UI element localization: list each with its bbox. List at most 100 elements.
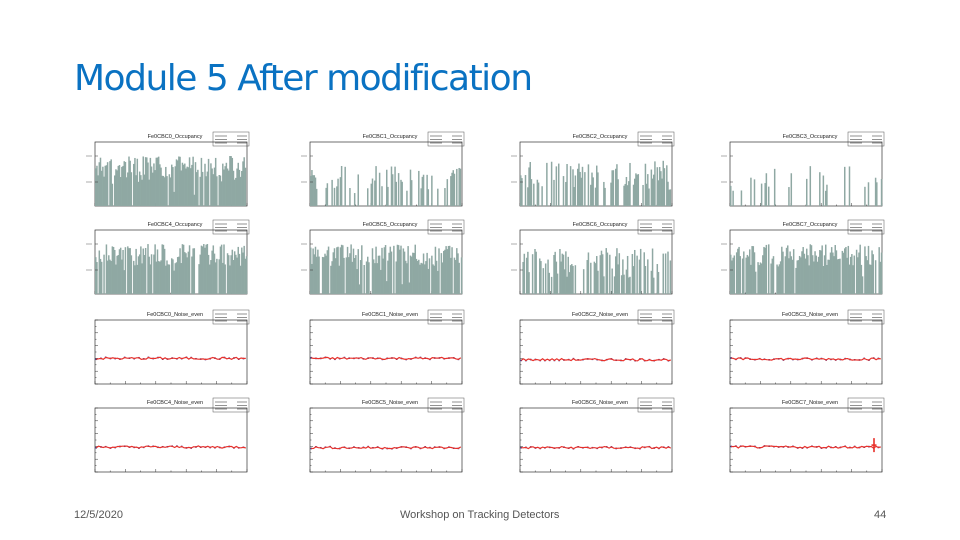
occupancy-bin [591,172,593,206]
occupancy-bin [245,256,248,294]
occupancy-bin [371,248,374,294]
occupancy-bin [190,168,192,206]
plot-frame [729,319,883,385]
occupancy-bin [232,170,235,206]
occupancy-bin [405,260,407,294]
occupancy-bin [197,169,199,206]
occupancy-bin [796,260,798,294]
occupancy-bin [458,167,460,206]
occupancy-bin [99,258,102,294]
occupancy-bin [804,258,807,294]
occupancy-bin [191,256,193,294]
occupancy-bin [172,167,174,206]
occupancy-bin [441,262,444,294]
occupancy-bin [157,156,160,206]
occupancy-bin [639,248,642,294]
stats-box [637,397,675,413]
occupancy-bin [871,250,873,294]
occupancy-bin [333,248,336,294]
occupancy-bin [393,245,395,294]
occupancy-bin [642,184,644,206]
occupancy-bin [186,257,188,294]
occupancy-bin [596,165,598,206]
occupancy-bin [390,166,393,206]
occupancy-bin [752,246,755,294]
occupancy-bin [825,244,827,294]
occupancy-bin [784,256,787,294]
occupancy-bin [609,254,611,294]
plot-frame [729,407,883,473]
occupancy-bin [813,261,815,294]
occupancy-bin [584,172,586,206]
occupancy-bin [558,163,560,206]
occupancy-bin [204,247,206,294]
occupancy-bin [193,194,196,206]
plot-frame [94,407,248,473]
occupancy-bin [357,174,359,206]
occupancy-bin [814,251,816,294]
occupancy-bin [848,166,851,206]
occupancy-bin [402,248,405,294]
occupancy-bin [380,269,382,294]
occupancy-bin [817,256,820,294]
occupancy-bin [216,176,218,206]
occupancy-bin [214,157,217,206]
stats-box [427,397,465,413]
occupancy-bin [867,245,870,294]
occupancy-bin [238,169,241,206]
occupancy-bin [778,264,781,294]
occupancy-bin [811,255,814,294]
occupancy-bin [235,254,237,294]
occupancy-bin [625,269,628,294]
occupancy-bin [147,244,149,294]
occupancy-bin [314,177,317,206]
histogram-svg: Fe0CBC0_Occupancy [86,131,250,207]
occupancy-bin [97,175,99,206]
occupancy-bin [667,181,669,206]
occupancy-bin [118,249,121,294]
histogram-panel: Fe0CBC2_Noise_even [500,308,700,392]
occupancy-bin [852,265,854,294]
occupancy-bin [636,255,638,294]
noise-marker [310,356,312,359]
occupancy-bin [153,254,155,294]
occupancy-bin [178,256,180,294]
occupancy-bin [226,253,229,294]
occupancy-bin [535,251,537,294]
occupancy-bin [426,174,428,206]
occupancy-bin [579,171,581,206]
occupancy-bin [210,260,212,294]
occupancy-bin [312,175,314,206]
occupancy-bin [156,157,159,206]
occupancy-bin [653,174,655,206]
occupancy-bin [171,258,173,294]
occupancy-bin [790,256,793,294]
occupancy-bin [542,268,545,294]
occupancy-bin [220,244,223,294]
occupancy-bin [200,245,203,294]
occupancy-bin [358,284,361,294]
occupancy-bin [410,256,413,294]
occupancy-bin [592,177,594,206]
noise-line [311,445,462,450]
occupancy-bin [409,169,412,206]
occupancy-bin [765,173,768,206]
occupancy-bin [359,260,362,294]
occupancy-bin [844,166,846,206]
occupancy-bin [180,263,182,294]
occupancy-bin [205,244,207,294]
occupancy-bin [123,270,125,294]
occupancy-bin [228,170,230,206]
occupancy-bin [629,162,631,206]
occupancy-bin [448,245,451,294]
occupancy-bin [527,187,529,206]
occupancy-bin [416,260,419,294]
occupancy-bin [569,166,572,206]
occupancy-bin [781,246,783,294]
occupancy-bin [745,257,747,294]
occupancy-bin [135,248,137,294]
occupancy-bin [420,188,422,206]
occupancy-bin [437,270,439,294]
occupancy-bin [182,244,185,294]
occupancy-bin [809,166,812,206]
